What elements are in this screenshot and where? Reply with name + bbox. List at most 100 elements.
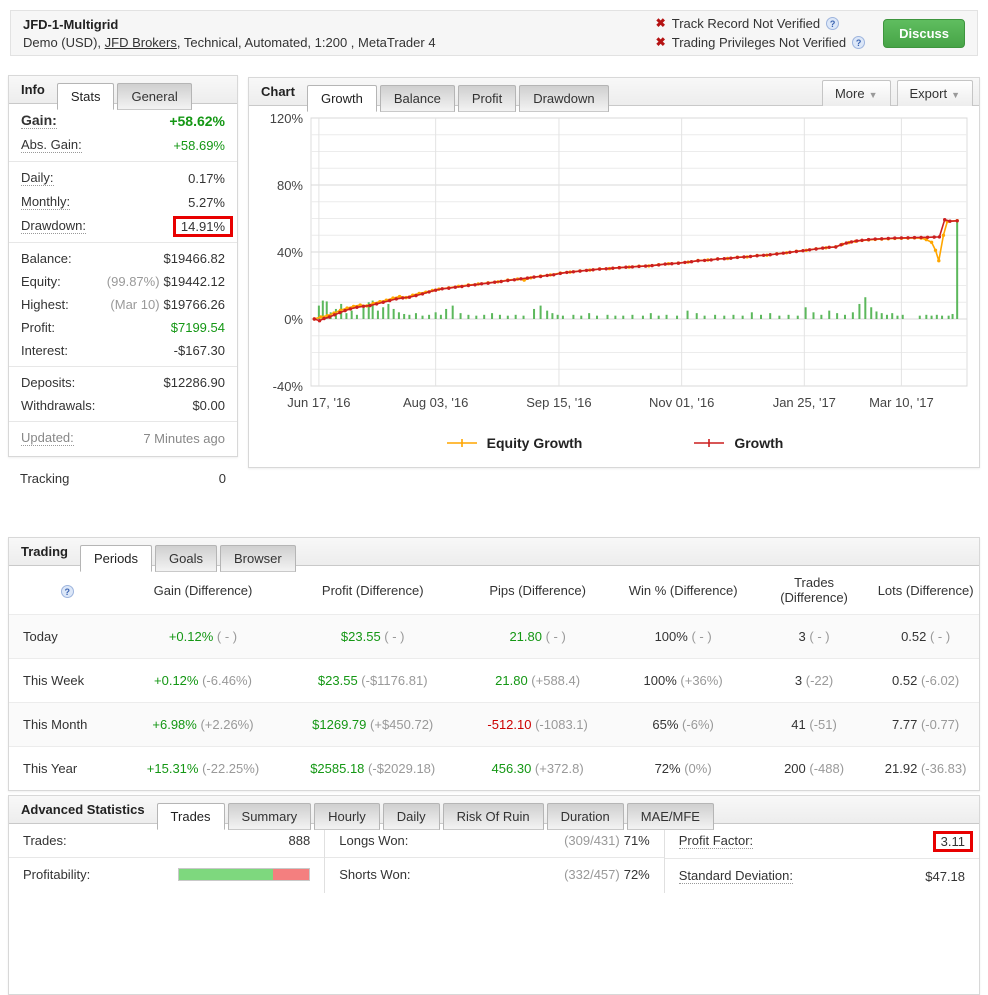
stat-label: Profit: xyxy=(21,320,55,335)
column-header-win-difference: Win % (Difference) xyxy=(628,582,738,598)
more-button[interactable]: More ▼ xyxy=(821,80,891,106)
stat-row-drawdown: Drawdown: 14.91% xyxy=(9,214,237,238)
tab-growth[interactable]: Growth xyxy=(306,85,377,112)
help-icon[interactable]: ? xyxy=(852,36,866,49)
divider xyxy=(9,421,237,422)
legend-label: Equity Growth xyxy=(486,435,583,451)
tab-goals[interactable]: Goals xyxy=(155,545,217,572)
highlight-annotation: 3.11 xyxy=(932,830,973,852)
help-icon[interactable]: ? xyxy=(60,584,74,598)
period-cell: 21.92 (-36.83) xyxy=(872,746,979,790)
growth-chart-svg: Jun 17, '16 Aug 03, '16 Sep 15, '16 Nov 01,… xyxy=(270,111,968,410)
tab-balance[interactable]: Balance xyxy=(379,85,455,112)
trading-tabs: Periods Goals Browser xyxy=(79,545,299,572)
verification-status: ✖ Track Record Not Verified ? ✖ Trading … xyxy=(656,14,866,52)
stat-label: Deposits: xyxy=(21,375,76,390)
stat-label[interactable]: Gain: xyxy=(21,112,57,129)
period-cell: 3 ( - ) xyxy=(755,614,873,659)
chart-tabs: Growth Balance Profit Drawdown xyxy=(306,85,612,112)
tab-trades[interactable]: Trades xyxy=(156,803,225,830)
export-button[interactable]: Export ▼ xyxy=(896,80,973,106)
table-row-this-month: This Month +6.98% (+2.26%) $1269.79 (+$450… xyxy=(9,702,979,747)
track-record-status: ✖ Track Record Not Verified ? xyxy=(656,14,865,33)
period-cell: $23.55 ( - ) xyxy=(280,614,465,659)
periods-header-row: ? Gain (Difference) Profit (Difference) Pip… xyxy=(9,566,979,615)
svg-text:Sep 15, '16: Sep 15, '16 xyxy=(526,395,591,410)
trading-privileges-status: ✖ Trading Privileges Not Verified ? xyxy=(656,33,866,52)
stat-value: (332/457) 72% xyxy=(564,867,650,882)
tab-summary[interactable]: Summary xyxy=(227,803,312,830)
stat-row-profit: Profit: $7199.54 xyxy=(9,316,237,339)
chevron-down-icon: ▼ xyxy=(951,90,960,100)
discuss-button[interactable]: Discuss xyxy=(883,18,965,48)
chart-section-title: Chart xyxy=(261,84,295,99)
periods-help-header: ? xyxy=(9,566,125,615)
tab-browser[interactable]: Browser xyxy=(220,545,296,572)
column-header-pips-difference: Pips (Difference) xyxy=(489,582,586,598)
svg-text:Jun 17, '16: Jun 17, '16 xyxy=(287,395,350,410)
stat-label[interactable]: Daily: xyxy=(21,170,54,186)
tab-profit[interactable]: Profit xyxy=(457,85,517,112)
period-cell: 100% ( - ) xyxy=(610,614,756,659)
tracking-row: Tracking 0 xyxy=(8,465,238,492)
period-cell: 3 (-22) xyxy=(755,658,873,703)
stat-value: $7199.54 xyxy=(170,320,225,335)
column-header-gain-difference: Gain (Difference) xyxy=(153,582,253,598)
svg-text:Mar 10, '17: Mar 10, '17 xyxy=(869,395,934,410)
stat-label[interactable]: Standard Deviation: xyxy=(678,868,793,884)
tracking-value: 0 xyxy=(218,471,226,486)
stat-value: -$167.30 xyxy=(173,343,225,358)
stat-value: 0.17% xyxy=(188,170,225,186)
tab-general[interactable]: General xyxy=(117,83,192,110)
period-cell: $1269.79 (+$450.72) xyxy=(280,702,465,747)
legend-item-growth[interactable]: Growth xyxy=(692,435,783,451)
help-icon[interactable]: ? xyxy=(826,17,840,30)
tab-stats[interactable]: Stats xyxy=(56,83,115,110)
period-cell: 7.77 (-0.77) xyxy=(872,702,979,747)
period-cell: +0.12% (-6.46%) xyxy=(125,658,281,703)
advanced-stats-grid: Trades: 888 Profitability: Longs Won: (309/4… xyxy=(9,824,979,893)
tab-daily[interactable]: Daily xyxy=(382,803,440,830)
info-tabs: Stats General xyxy=(56,83,195,110)
stat-row-profit-factor: Profit Factor: 3.11 xyxy=(665,824,979,858)
svg-text:Aug 03, '16: Aug 03, '16 xyxy=(403,395,468,410)
stat-label[interactable]: Abs. Gain: xyxy=(21,137,82,153)
stat-label[interactable]: Monthly: xyxy=(21,194,71,210)
broker-link[interactable]: JFD Brokers xyxy=(104,34,177,50)
stat-row-gain: Gain: +58.62% xyxy=(9,104,237,133)
stat-row-abs-gain: Abs. Gain: +58.69% xyxy=(9,133,237,157)
tab-risk-of-ruin[interactable]: Risk Of Ruin xyxy=(442,803,544,830)
stat-row-withdrawals: Withdrawals: $0.00 xyxy=(9,394,237,417)
stat-value: 7 Minutes ago xyxy=(143,430,225,446)
stat-label[interactable]: Profit Factor: xyxy=(678,833,754,849)
divider xyxy=(9,366,237,367)
stat-value: (309/431) 71% xyxy=(564,833,650,848)
tab-periods[interactable]: Periods xyxy=(79,545,153,572)
stat-row-daily: Daily: 0.17% xyxy=(9,166,237,190)
tab-duration[interactable]: Duration xyxy=(546,803,624,830)
info-tabstrip: Info Stats General xyxy=(9,76,237,110)
stat-label[interactable]: Drawdown: xyxy=(21,218,87,234)
period-cell: +6.98% (+2.26%) xyxy=(125,702,281,747)
column-header-trades-difference: Trades (Difference) xyxy=(780,575,848,605)
stat-value: $19466.82 xyxy=(163,251,225,266)
stat-label: Withdrawals: xyxy=(21,398,96,413)
stat-label[interactable]: Updated: xyxy=(21,430,74,446)
advanced-column: Longs Won: (309/431) 71% Shorts Won: (332/45… xyxy=(324,824,664,893)
stat-label: Longs Won: xyxy=(339,833,409,848)
account-type: Demo (USD), xyxy=(23,34,105,50)
stat-label: Shorts Won: xyxy=(339,867,411,882)
period-cell: 100% (+36%) xyxy=(610,658,756,703)
svg-text:120%: 120% xyxy=(270,111,304,126)
profitability-bar xyxy=(178,868,311,881)
period-label: Today xyxy=(9,614,126,659)
tab-hourly[interactable]: Hourly xyxy=(314,803,380,830)
period-label: This Year xyxy=(9,746,126,790)
legend-item-equity-growth[interactable]: Equity Growth xyxy=(445,435,583,451)
info-panel: Info Stats General Gain: +58.62% Abs. Gain:… xyxy=(8,75,238,457)
period-label: This Month xyxy=(9,702,126,747)
stat-value-note: (Mar 10) xyxy=(110,297,160,312)
table-row-this-week: This Week +0.12% (-6.46%) $23.55 (-$1176.8… xyxy=(9,658,979,703)
tab-mae-mfe[interactable]: MAE/MFE xyxy=(626,803,714,830)
tab-drawdown[interactable]: Drawdown xyxy=(519,85,609,112)
